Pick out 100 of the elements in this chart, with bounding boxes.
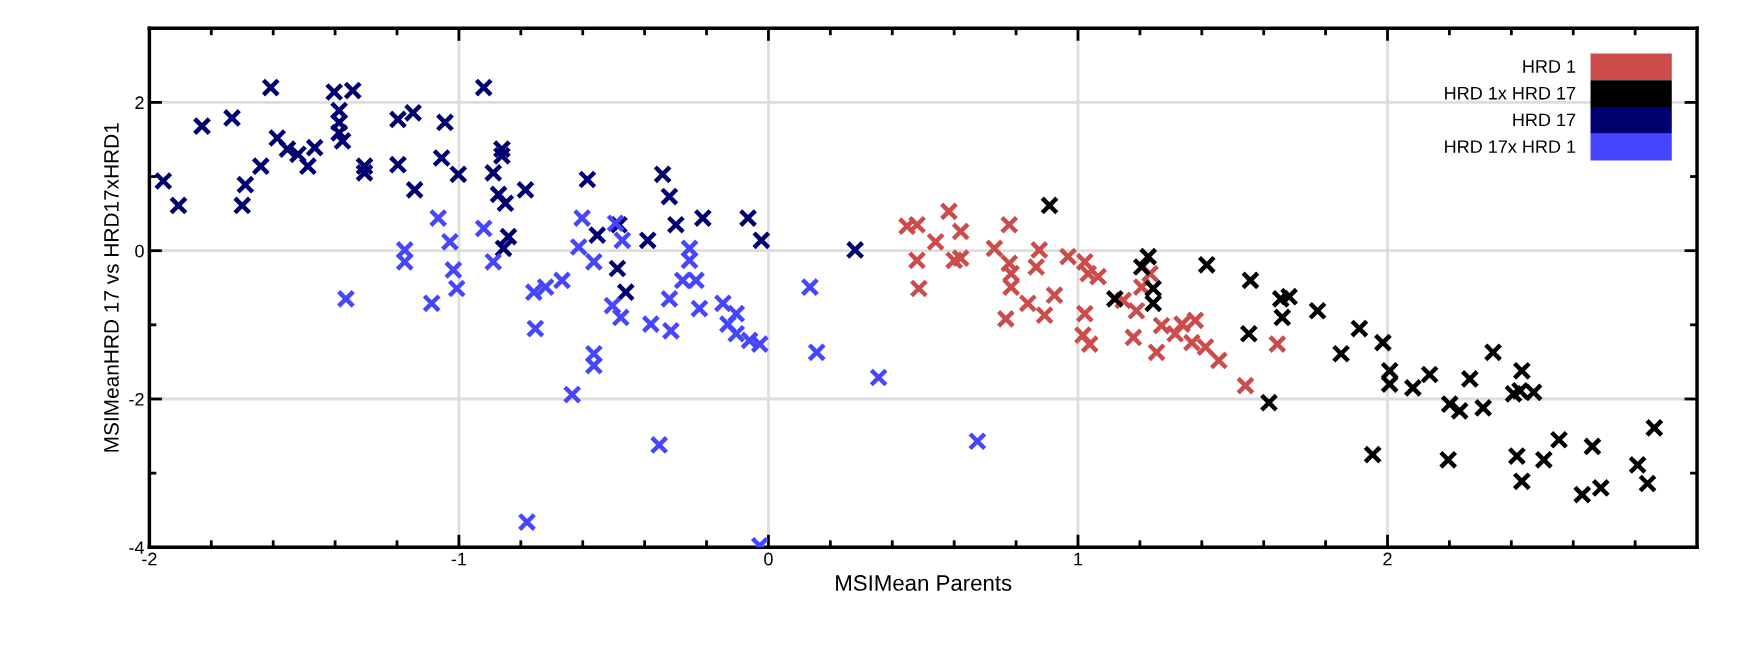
point (713, 293, 733, 313)
point (1126, 301, 1146, 321)
point (661, 321, 681, 341)
legend-label: HRD 17 (1513, 113, 1576, 127)
point (1143, 293, 1163, 313)
point (517, 512, 537, 532)
point (329, 112, 349, 132)
point (1549, 430, 1569, 450)
point (584, 252, 604, 272)
point (515, 180, 535, 200)
point (440, 232, 460, 252)
point (869, 367, 889, 387)
point (577, 170, 597, 190)
point (693, 208, 713, 228)
point (1440, 394, 1460, 414)
point (261, 78, 281, 98)
point (422, 293, 442, 313)
point (1403, 378, 1423, 398)
point (726, 304, 746, 324)
point (1308, 301, 1328, 321)
point (951, 221, 971, 241)
point (616, 282, 636, 302)
point (474, 78, 494, 98)
point (474, 218, 494, 238)
legend-label: HRD 17x HRD 1 (1445, 140, 1576, 153)
point (641, 314, 661, 334)
point (435, 112, 455, 132)
point (1073, 325, 1093, 345)
y-tick-label: -4 (129, 541, 144, 554)
point (1197, 255, 1217, 275)
point (1029, 240, 1049, 260)
point (1271, 289, 1291, 309)
x-axis-title: MSIMean Parents (836, 575, 1012, 591)
point (602, 296, 622, 316)
point (1373, 333, 1393, 353)
point (638, 230, 658, 250)
point (489, 184, 509, 204)
point (388, 155, 408, 175)
point (1512, 361, 1532, 381)
point (1239, 324, 1259, 344)
point (1209, 350, 1229, 370)
point (939, 201, 959, 221)
point (751, 230, 771, 250)
point (428, 208, 448, 228)
point (612, 230, 632, 250)
point (587, 225, 607, 245)
point (329, 123, 349, 143)
point (1001, 277, 1021, 297)
point (552, 270, 572, 290)
point (153, 171, 173, 191)
point (718, 314, 738, 334)
point (653, 164, 673, 184)
point (607, 258, 627, 278)
y-axis-title: MSIMeanHRD 17 vs HRD17xHRD1 (104, 123, 119, 452)
point (388, 109, 408, 129)
point (689, 299, 709, 319)
point (1331, 344, 1351, 364)
point (232, 195, 252, 215)
point (267, 128, 287, 148)
point (1143, 279, 1163, 299)
legend-label: HRD 1 (1523, 60, 1576, 73)
point (926, 232, 946, 252)
point (1638, 474, 1658, 494)
point (726, 324, 746, 344)
point (1644, 418, 1664, 438)
point (525, 319, 545, 339)
point (999, 253, 1019, 273)
point (1240, 270, 1260, 290)
x-tick-label: 1 (1074, 552, 1083, 566)
point (493, 238, 513, 258)
point (1591, 478, 1611, 498)
point (277, 139, 297, 159)
point (1026, 257, 1046, 277)
point (405, 180, 425, 200)
point (483, 252, 503, 272)
point (1460, 369, 1480, 389)
x-tick-label: 2 (1383, 552, 1392, 566)
point (1259, 393, 1279, 413)
point (1044, 285, 1064, 305)
point (996, 309, 1016, 329)
point (984, 238, 1004, 258)
point (448, 164, 468, 184)
point (659, 187, 679, 207)
point (1075, 304, 1095, 324)
point (235, 175, 255, 195)
point (649, 435, 669, 455)
point (807, 342, 827, 362)
point (845, 240, 865, 260)
point (800, 277, 820, 297)
point (305, 138, 325, 158)
point (355, 156, 375, 176)
point (403, 103, 423, 123)
point (1582, 436, 1602, 456)
point (432, 148, 452, 168)
point (1272, 307, 1292, 327)
point (1450, 401, 1470, 421)
point (1147, 342, 1167, 362)
point (569, 237, 589, 257)
point (336, 289, 356, 309)
point (907, 250, 927, 270)
